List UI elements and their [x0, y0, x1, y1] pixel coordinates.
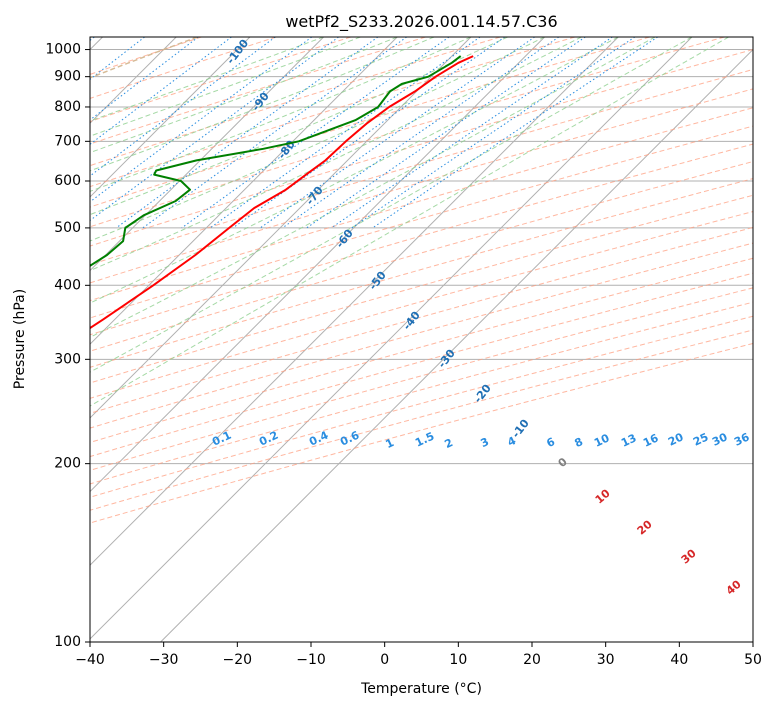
x-tick-label: 0: [380, 652, 389, 668]
mixing-ratio-line: [351, 37, 636, 229]
mixing-ratio-line: [331, 37, 613, 229]
y-axis-label: Pressure (hPa): [12, 289, 28, 389]
x-tick-label: −30: [149, 652, 179, 668]
mixing-ratio-line: [90, 37, 313, 203]
x-tick-label: 10: [449, 652, 467, 668]
y-tick-label: 400: [54, 277, 81, 293]
dry-adiabat-line: [90, 49, 753, 247]
plot-frame: [89, 36, 754, 643]
mixing-ratio-line: [181, 37, 450, 229]
y-tick-label: 300: [54, 351, 81, 367]
moist-adiabat-line: [90, 37, 545, 242]
sounding-series: [90, 55, 474, 330]
isotherm-line: [90, 37, 693, 640]
isotherm-line: [90, 37, 619, 566]
mixing-ratio-line: [259, 37, 535, 229]
dry-adiabat-line: [90, 68, 753, 266]
dry-adiabat-line: [90, 125, 753, 319]
dry-adiabat-line: [90, 88, 753, 284]
mixing-ratio-line: [90, 37, 276, 177]
moist-adiabat-line: [90, 37, 656, 338]
mixing-ratio-line: [232, 37, 506, 229]
mixing-ratio-label: 36: [732, 430, 752, 448]
isotherm-line: [90, 37, 251, 198]
mixing-ratio-label: 30: [710, 430, 730, 448]
x-tick-label: 20: [523, 652, 541, 668]
isotherm-line: [90, 37, 398, 345]
axis-ticks: −40 −30 −20 −10 0 10 20 30 40 50 100 200 300 400 500 60…: [45, 42, 762, 668]
y-tick-label: 900: [54, 69, 81, 85]
mixing-ratio-label: 20: [666, 430, 686, 448]
dry-adiabat-line: [90, 37, 501, 167]
y-tick-label: 800: [54, 99, 81, 115]
x-tick-label: −10: [296, 652, 326, 668]
moist-adiabat-line: [90, 37, 472, 192]
y-tick-label: 500: [54, 220, 81, 236]
dry-adiabat-line: [90, 287, 753, 471]
y-tick-label: 1000: [45, 42, 81, 58]
dry-adiabat-line: [90, 272, 753, 458]
plot-area: -100-90-80-70-60-50-40-30-20-100.1 0.2 0.4…: [90, 37, 753, 642]
x-tick-label: 30: [597, 652, 615, 668]
mixing-ratio-label: 10: [592, 431, 612, 449]
mixing-ratio-label: 16: [641, 431, 661, 449]
y-tick-label: 700: [54, 133, 81, 149]
temperature-profile: [90, 55, 474, 330]
x-tick-label: 40: [670, 652, 688, 668]
dry-adiabat-line: [90, 107, 753, 302]
y-tick-label: 600: [54, 173, 81, 189]
moist-adiabat-line: [90, 37, 729, 407]
mixing-ratio-line: [90, 37, 339, 222]
x-axis-label: Temperature (°C): [360, 681, 482, 697]
mixing-ratio-line: [306, 37, 586, 229]
mixing-ratio-lines: [90, 37, 658, 229]
dry-adiabat-line: [90, 37, 426, 145]
dry-adiabat-line: [90, 301, 753, 485]
isotherm-line: [90, 37, 472, 419]
isotherm-line: [160, 48, 753, 642]
mixing-ratio-line: [90, 37, 232, 145]
y-tick-label: 100: [54, 634, 81, 650]
mixing-ratio-line: [90, 37, 199, 121]
dry-adiabat-line: [90, 257, 753, 443]
dewpoint-profile: [90, 55, 462, 267]
x-tick-label: −20: [223, 652, 253, 668]
dry-adiabat-line: [90, 37, 576, 188]
moist-adiabat-line: [90, 37, 693, 373]
mixing-ratio-line: [282, 37, 560, 229]
moist-adiabat-line: [90, 37, 398, 154]
moist-adiabat-line: [90, 37, 619, 304]
dry-adiabat-line: [90, 37, 725, 228]
dry-adiabat-line: [90, 226, 753, 414]
isotherm-line: [90, 37, 324, 272]
moist-adiabat-line: [90, 37, 324, 122]
dry-adiabats: [90, 37, 753, 524]
x-tick-label: −40: [75, 652, 105, 668]
moist-adiabats: [90, 37, 729, 407]
x-tick-label: 50: [744, 652, 762, 668]
y-tick-label: 200: [54, 456, 81, 472]
mixing-ratio-label: 25: [691, 430, 710, 448]
dry-adiabat-line: [90, 194, 753, 384]
dry-adiabat-line: [90, 329, 753, 511]
mixing-ratio-line: [372, 37, 658, 229]
dry-adiabat-line: [90, 178, 753, 368]
chart-title: wetPf2_S233.2026.001.14.57.C36: [285, 12, 557, 32]
mixing-ratio-label: 13: [619, 431, 638, 449]
